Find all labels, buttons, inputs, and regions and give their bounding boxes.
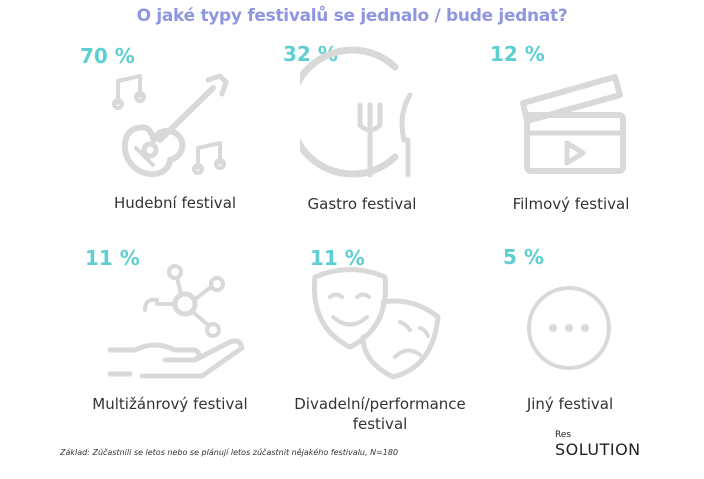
- logo-ressolution: Res SOLUTION: [555, 430, 641, 459]
- label-divadelni: Divadelní/performance festival: [294, 395, 466, 433]
- label-hudebni: Hudební festival: [113, 194, 237, 212]
- label-multizanrovy: Multižánrový festival: [92, 395, 248, 413]
- page-title: O jaké typy festivalů se jednalo / bude …: [136, 6, 568, 26]
- guitar-music-icon: [112, 73, 229, 178]
- theater-masks-icon: [311, 267, 441, 380]
- logo-solution: SOLUTION: [555, 440, 641, 459]
- label-jiny: Jiný festival: [526, 395, 614, 413]
- percent-multizanrovy: 11 %: [85, 246, 140, 270]
- percent-hudebni: 70 %: [80, 44, 135, 68]
- percent-filmovy: 12 %: [490, 42, 545, 66]
- percent-jiny: 5 %: [503, 245, 544, 269]
- label-gastro: Gastro festival: [307, 195, 417, 213]
- footnote: Základ: Zúčastnili se letos nebo se plán…: [60, 448, 399, 457]
- hand-molecule-icon: [107, 264, 245, 379]
- more-dots-icon: [527, 286, 611, 370]
- percent-divadelni: 11 %: [310, 246, 365, 270]
- label-filmovy-text: Filmový festival: [512, 195, 630, 213]
- logo-res: Res: [555, 430, 572, 440]
- clapperboard-icon: [520, 74, 626, 174]
- plate-cutlery-icon: [300, 46, 413, 178]
